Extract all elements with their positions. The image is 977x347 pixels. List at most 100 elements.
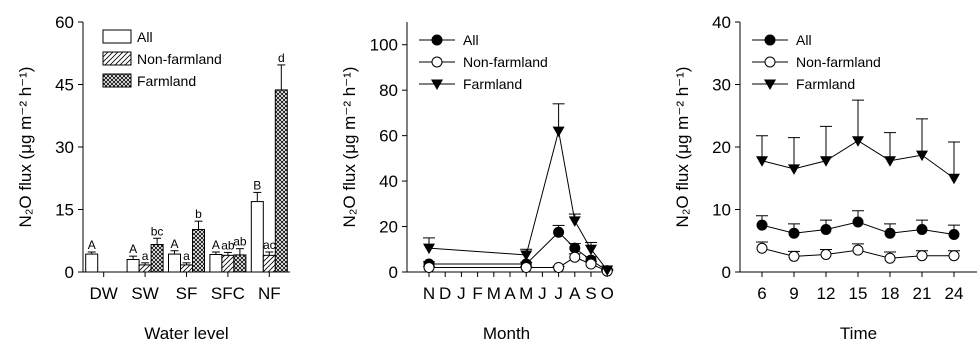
- bar: [138, 264, 152, 273]
- significance-label: a: [142, 249, 149, 263]
- bar: [168, 253, 181, 273]
- legend-label: Non-farmland: [137, 51, 222, 67]
- data-point: [788, 227, 800, 239]
- x-tick-label: A: [504, 284, 516, 303]
- x-tick-label: N: [423, 284, 435, 303]
- legend-marker: [764, 56, 776, 68]
- significance-label: bc: [151, 224, 164, 238]
- significance-label: A: [212, 238, 220, 252]
- y-tick-label: 30: [712, 76, 731, 95]
- x-axis-title: Time: [840, 324, 877, 343]
- x-tick-label: J: [457, 284, 466, 303]
- data-point: [916, 224, 928, 235]
- bar: [180, 264, 193, 273]
- data-point: [948, 250, 960, 262]
- x-tick-label: 21: [913, 284, 932, 303]
- x-tick-label: O: [601, 284, 614, 303]
- data-point: [852, 244, 864, 256]
- bar: [262, 254, 276, 273]
- significance-label: A: [129, 242, 137, 256]
- legend-marker: [431, 34, 443, 46]
- data-point: [756, 156, 768, 167]
- y-tick-label: 40: [712, 13, 731, 32]
- significance-label: ac: [263, 238, 276, 252]
- x-tick-label: J: [554, 284, 563, 303]
- legend-label: Farmland: [137, 73, 196, 89]
- legend-marker: [764, 34, 776, 46]
- legend-label: Farmland: [796, 76, 855, 92]
- x-axis-title: Water level: [144, 324, 228, 343]
- bar: [221, 254, 235, 273]
- significance-label: d: [278, 51, 285, 65]
- x-tick-label: S: [585, 284, 596, 303]
- x-tick-label: D: [439, 284, 451, 303]
- data-point: [788, 164, 800, 175]
- x-tick-label: M: [519, 284, 533, 303]
- x-tick-label: 12: [817, 284, 836, 303]
- data-point: [585, 258, 597, 270]
- bar: [192, 229, 205, 273]
- data-point: [553, 226, 565, 238]
- legend-label: Non-farmland: [796, 54, 881, 70]
- data-point: [601, 265, 614, 276]
- data-point: [916, 150, 928, 162]
- data-point: [820, 249, 832, 260]
- data-point: [852, 136, 864, 147]
- data-point: [756, 219, 768, 231]
- data-point: [553, 261, 565, 273]
- y-tick-label: 45: [55, 76, 74, 95]
- y-tick-label: 10: [712, 201, 731, 220]
- bar: [250, 201, 264, 273]
- data-point: [552, 126, 565, 138]
- legend-label: Farmland: [463, 76, 522, 92]
- significance-label: A: [170, 237, 178, 251]
- y-tick-label: 0: [389, 263, 398, 282]
- x-tick-label: NF: [258, 284, 281, 303]
- legend-label: Non-farmland: [463, 54, 548, 70]
- legend-marker: [431, 79, 443, 90]
- y-axis-title: N₂O flux (μg m⁻² h⁻¹): [16, 67, 35, 228]
- x-tick-label: SW: [131, 284, 158, 303]
- significance-label: A: [88, 238, 96, 252]
- data-point: [569, 242, 581, 254]
- legend-label: All: [137, 29, 153, 45]
- bar: [274, 89, 288, 273]
- x-tick-label: 24: [945, 284, 964, 303]
- significance-label: B: [253, 178, 261, 192]
- bar: [233, 254, 247, 273]
- data-point: [884, 156, 896, 167]
- legend-swatch: [102, 51, 132, 66]
- data-point: [756, 242, 768, 254]
- x-tick-label: 9: [789, 284, 798, 303]
- data-point: [423, 243, 435, 255]
- y-axis-title: N₂O flux (μg m⁻² h⁻¹): [673, 67, 692, 228]
- data-point: [948, 229, 960, 240]
- series-line: [428, 130, 608, 271]
- x-tick-label: 18: [881, 284, 900, 303]
- y-tick-label: 80: [379, 81, 398, 100]
- x-tick-label: J: [538, 284, 547, 303]
- y-tick-label: 60: [55, 13, 74, 32]
- data-point: [852, 216, 864, 228]
- data-point: [884, 227, 896, 239]
- y-tick-label: 30: [55, 138, 74, 157]
- y-axis-title: N₂O flux (μg m⁻² h⁻¹): [340, 67, 359, 228]
- bar: [126, 259, 140, 273]
- significance-label: ab: [233, 235, 247, 249]
- data-point: [916, 250, 928, 262]
- legend-marker: [431, 56, 443, 68]
- data-point: [820, 224, 832, 235]
- y-tick-label: 40: [379, 172, 398, 191]
- y-tick-label: 0: [722, 263, 731, 282]
- x-axis-title: Month: [483, 324, 530, 343]
- x-tick-label: SFC: [211, 284, 245, 303]
- significance-label: ab: [221, 238, 235, 252]
- series-line: [429, 231, 608, 272]
- y-tick-label: 20: [712, 138, 731, 157]
- data-point: [423, 261, 435, 273]
- y-tick-label: 15: [55, 201, 74, 220]
- data-point: [569, 251, 581, 263]
